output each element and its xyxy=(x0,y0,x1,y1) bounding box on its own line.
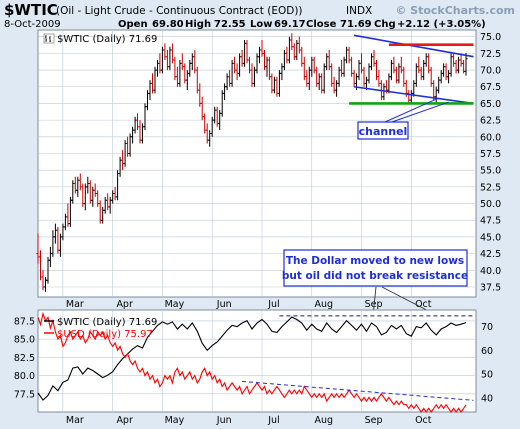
price-month-label: Apr xyxy=(116,299,133,310)
comparison-trend-lines xyxy=(242,315,474,401)
close-label: Close xyxy=(306,19,337,30)
channel-callout: channel xyxy=(357,97,449,140)
price-bars xyxy=(36,33,468,292)
channel-pointer xyxy=(391,101,449,123)
comparison-month-label: May xyxy=(165,415,185,426)
price-month-labels: Mar Apr May Jun Jul Aug Sep Oct xyxy=(66,299,432,310)
price-tick-label: 67.5 xyxy=(480,82,501,93)
price-month-label: Sep xyxy=(365,299,383,310)
price-month-label: Aug xyxy=(314,299,333,310)
price-legend-label: $WTIC (Daily) 71.69 xyxy=(57,34,157,45)
price-tick-label: 75.0 xyxy=(480,32,501,43)
comparison-series xyxy=(37,311,467,413)
price-tick-label: 57.5 xyxy=(480,149,501,160)
oil-axis-labels: 40 50 60 70 xyxy=(481,322,493,404)
oil-tick-label: 60 xyxy=(481,346,493,357)
comparison-month-label: Jul xyxy=(267,415,279,426)
channel-pointer xyxy=(384,97,439,123)
comparison-month-labels: Mar Apr May Jun Jul Aug Sep Oct xyxy=(66,415,432,426)
comparison-month-label: Aug xyxy=(314,415,333,426)
usd-tick-label: 80.0 xyxy=(14,371,35,382)
usd-tick-label: 87.5 xyxy=(14,316,35,327)
price-tick-label: 37.5 xyxy=(480,282,501,293)
channel-label-box xyxy=(357,121,409,140)
channel-upper-line xyxy=(353,34,474,58)
oil-tick-label: 70 xyxy=(481,322,493,333)
usd-series-line xyxy=(37,311,467,413)
watermark: © StockCharts.com xyxy=(395,4,515,17)
symbol-title: $WTIC xyxy=(4,1,58,19)
low-label: Low xyxy=(250,19,272,30)
price-tick-label: 47.5 xyxy=(480,216,501,227)
open-value: 69.80 xyxy=(152,19,184,30)
usd-legend-label: $USD (Daily) 75.97 xyxy=(57,329,153,340)
ohlc-bar-icon xyxy=(45,35,51,42)
oil-tick-label: 50 xyxy=(481,370,493,381)
price-tick-label: 60.0 xyxy=(480,132,501,143)
chg-value: +2.12 (+3.05%) xyxy=(397,19,486,30)
ohlc-bar xyxy=(464,53,468,76)
oil-series-line xyxy=(37,316,467,401)
high-value: 72.55 xyxy=(214,19,246,30)
channel-lower-line xyxy=(353,85,474,105)
trend-lines xyxy=(349,34,474,105)
legend-bar-icon xyxy=(43,33,55,44)
exchange-label: INDX xyxy=(346,5,372,17)
usd-tick-label: 82.5 xyxy=(14,353,35,364)
price-tick-label: 50.0 xyxy=(480,199,501,210)
usd-tick-label: 77.5 xyxy=(14,389,35,400)
annotation-callout: The Dollar moved to new lows but oil did… xyxy=(282,249,468,384)
open-label: Open xyxy=(118,19,148,30)
close-value: 71.69 xyxy=(340,19,372,30)
comparison-month-label: Apr xyxy=(116,415,133,426)
price-tick-label: 65.0 xyxy=(480,99,501,110)
comparison-month-label: Oct xyxy=(415,415,432,426)
price-month-label: Mar xyxy=(66,299,84,310)
low-value: 69.17 xyxy=(274,19,306,30)
price-tick-label: 42.5 xyxy=(480,249,501,260)
price-tick-label: 72.5 xyxy=(480,49,501,60)
usd-trend-line xyxy=(242,380,474,401)
chg-label: Chg xyxy=(374,19,396,30)
price-month-label: Jul xyxy=(267,299,279,310)
annotation-line-1: The Dollar moved to new lows xyxy=(286,255,464,267)
price-tick-label: 55.0 xyxy=(480,166,501,177)
usd-tick-label: 85.0 xyxy=(14,335,35,346)
symbol-description: (Oil - Light Crude - Continuous Contract… xyxy=(56,5,303,17)
oil-legend-label: $WTIC (Daily) 71.69 xyxy=(57,317,157,328)
price-tick-label: 52.5 xyxy=(480,182,501,193)
annotation-box xyxy=(283,249,468,287)
high-label: High xyxy=(185,19,211,30)
price-month-label: May xyxy=(165,299,185,310)
comparison-gridlines xyxy=(38,310,476,412)
price-tick-label: 70.0 xyxy=(480,66,501,77)
price-tick-label: 62.5 xyxy=(480,116,501,127)
price-legend: $WTIC (Daily) 71.69 xyxy=(43,33,157,45)
price-tick-label: 40.0 xyxy=(480,266,501,277)
comparison-month-label: Sep xyxy=(365,415,383,426)
comparison-month-label: Mar xyxy=(66,415,84,426)
channel-label: channel xyxy=(359,125,408,138)
oil-tick-label: 40 xyxy=(481,393,493,404)
quote-date: 8-Oct-2009 xyxy=(4,19,61,30)
comparison-month-label: Jun xyxy=(216,415,232,426)
price-month-label: Jun xyxy=(216,299,232,310)
annotation-line-2: but oil did not break resistance xyxy=(282,270,468,282)
price-month-label: Oct xyxy=(415,299,432,310)
comparison-legend: $WTIC (Daily) 71.69 $USD (Daily) 75.97 xyxy=(44,317,157,340)
usd-axis-labels: 77.5 80.0 82.5 85.0 87.5 xyxy=(14,316,35,400)
price-axis-labels: 37.5 40.0 42.5 45.0 47.5 50.0 52.5 55.0 57.5 60.0… xyxy=(480,32,501,293)
price-tick-label: 45.0 xyxy=(480,232,501,243)
